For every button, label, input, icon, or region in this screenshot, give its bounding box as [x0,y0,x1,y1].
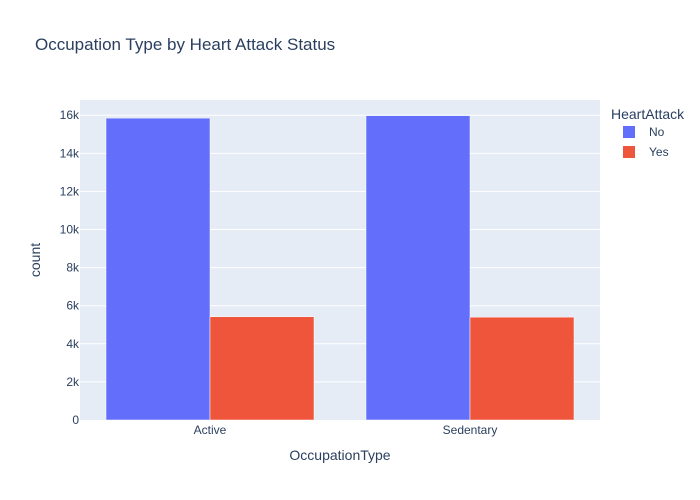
legend-swatch-no [623,126,635,138]
legend-label-no: No [649,125,665,139]
bar-yes-active [209,316,315,421]
y-tick-label: 10k [60,223,80,237]
legend-label-yes: Yes [649,145,669,159]
legend-swatch-yes [623,146,635,158]
bar-no-active [105,117,211,421]
x-tick-label: Sedentary [443,423,498,437]
y-tick-label: 12k [60,184,80,198]
chart-title: Occupation Type by Heart Attack Status [35,35,335,54]
legend: HeartAttack No Yes [611,106,685,159]
bars-group [105,115,575,421]
y-tick-label: 14k [60,146,80,160]
y-tick-label: 4k [66,337,80,351]
legend-title: HeartAttack [611,106,685,122]
x-tick-label: Active [194,423,227,437]
x-tick-labels: Active Sedentary [194,423,498,437]
y-tick-label: 0 [72,413,79,427]
y-tick-label: 8k [66,261,80,275]
y-tick-label: 6k [66,299,80,313]
bar-yes-sedentary [469,316,575,421]
y-tick-label: 2k [66,375,80,389]
y-tick-label: 16k [60,108,80,122]
bar-no-sedentary [365,115,471,421]
y-tick-labels: 0 2k 4k 6k 8k 10k 12k 14k 16k [60,108,80,427]
y-axis-title: count [27,243,43,277]
x-axis-title: OccupationType [289,447,390,463]
